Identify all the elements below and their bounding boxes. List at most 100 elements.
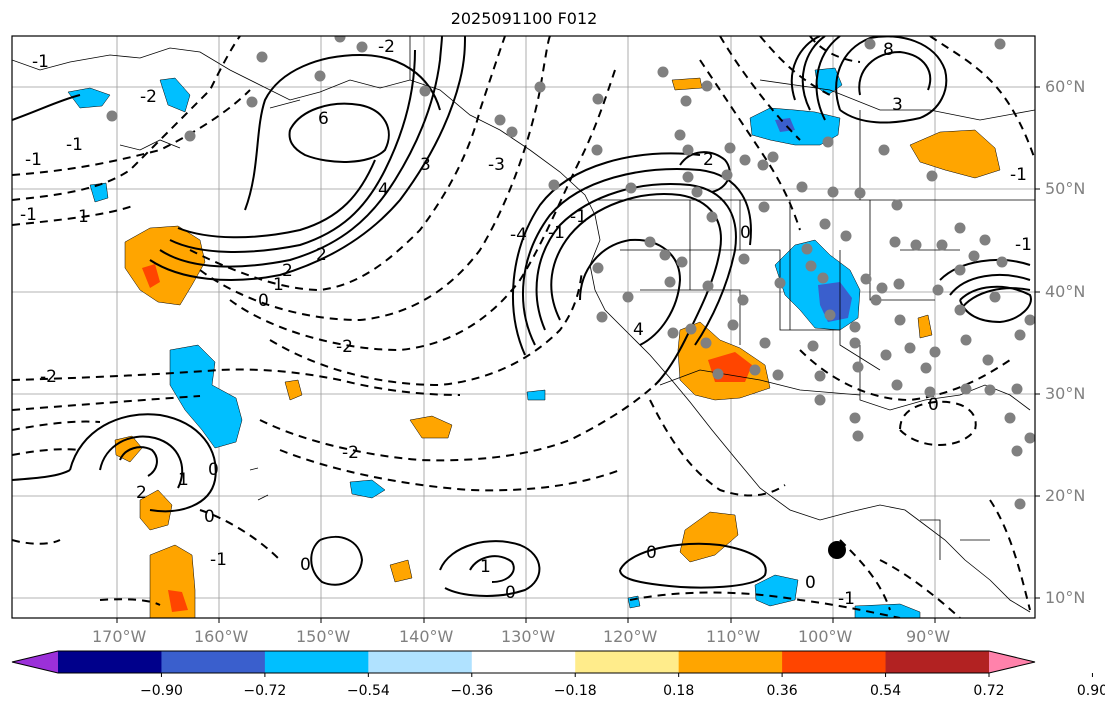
colorbar-tick-label: 0.72 [973,683,1005,699]
contour-label: 0 [300,555,311,575]
contour-label-group: 6 4 3 2 2 1 1 0 0 0 0 0 2 4 0 2 1 0 8 3 … [20,37,1032,609]
colorbar-tick-label: 0.90 [1076,683,1105,699]
colorbar-segment [678,651,783,673]
contour-label: -1 [1010,165,1027,185]
contour-label: -1 [570,207,587,227]
colorbar-tick-label: 0.36 [766,683,798,699]
colorbar-tick-label: −0.72 [243,683,287,699]
solid-contours [12,36,1032,597]
contour-label: 4 [378,180,389,200]
station-dots [106,36,1035,510]
contour-label: -2 [40,367,57,387]
blue-region [159,77,191,113]
colorbar-segment [575,651,680,673]
lat-label-10n: 10°N [1045,588,1086,607]
contour-label: -4 [510,225,527,245]
orange-region [284,379,303,401]
contour-label: 6 [318,109,329,129]
contour-label: 0 [646,543,657,563]
blue-region [67,87,111,109]
orange-region [389,559,413,583]
contour-label: -2 [378,37,395,57]
orange-region [409,415,453,439]
contour-label: -2 [336,337,353,357]
blue-region [754,574,799,607]
contour-label: 4 [633,320,644,340]
contour-label: 0 [208,460,219,480]
contour-label: 0 [805,573,816,593]
contour-label: 3 [892,95,903,115]
colorbar-segment [161,651,266,673]
contour-label: -1 [66,135,83,155]
contour-label: 8 [883,40,894,60]
colorbar-segment [471,651,576,673]
red-region [142,264,160,288]
marker-dot [828,541,846,559]
map-title: 2025091100 F012 [450,9,598,28]
blue-region [749,107,841,146]
red-region [168,590,188,612]
blue-region [854,603,921,618]
coastlines [12,36,1035,613]
contour-label: 1 [480,557,491,577]
colorbar [11,650,1093,677]
orange-region [679,511,739,563]
lat-label-40n: 40°N [1045,282,1086,301]
map-frame [11,35,1036,619]
colorbar-tick-label: 0.18 [663,683,695,699]
contour-label: -2 [342,443,359,463]
colorbar-tick-label: −0.36 [450,683,494,699]
colorbar-tick-label: 0.54 [869,683,902,699]
lat-label-50n: 50°N [1045,179,1086,198]
lon-label-160w: 160°W [194,627,249,646]
contour-label: 0 [928,395,939,415]
lon-label-120w: 120°W [603,627,658,646]
contour-label: -1 [1015,235,1032,255]
colorbar-segment [368,651,473,673]
contour-label: 1 [273,275,284,295]
contour-label: -1 [25,150,42,170]
lon-label-140w: 140°W [399,627,454,646]
contour-label: 0 [204,507,215,527]
orange-region [671,77,703,91]
colorbar-tick-label: −0.54 [346,683,390,699]
contour-label: -2 [140,87,157,107]
contour-label: -1 [32,52,49,72]
orange-region [124,225,206,306]
contour-label: 0 [258,291,269,311]
contour-label: -1 [210,550,227,570]
contour-label: 3 [420,155,431,175]
colorbar-tick-label: −0.18 [553,683,597,699]
contour-label: 2 [316,245,327,265]
colorbar-extend-high [989,651,1035,673]
colorbar-tick-label: −0.90 [139,683,183,699]
contour-label: -3 [488,155,505,175]
orange-region [114,435,143,463]
lat-label-30n: 30°N [1045,384,1086,403]
tick-marks [116,86,1040,623]
blue-region [526,389,546,401]
contour-label: 0 [505,583,516,603]
blue-region [169,344,243,449]
contour-label: 1 [178,470,189,490]
colorbar-outline [11,650,1036,674]
colorbar-segment [58,651,162,673]
lon-label-90w: 90°W [906,627,951,646]
lon-label-130w: 130°W [501,627,556,646]
colorbar-extend-low [12,651,58,673]
contour-label: 1 [78,207,89,227]
colorbar-segment [782,651,887,673]
orange-region [909,129,1001,179]
contour-label: 0 [740,223,751,243]
lon-label-110w: 110°W [706,627,761,646]
contour-label: -1 [20,205,37,225]
lat-label-20n: 20°N [1045,486,1086,505]
lat-label-60n: 60°N [1045,77,1086,96]
lon-label-150w: 150°W [296,627,351,646]
colorbar-segment [264,651,369,673]
orange-region [917,314,933,339]
contour-label: 2 [136,483,147,503]
contour-label: 2 [282,261,293,281]
lon-label-170w: 170°W [92,627,147,646]
